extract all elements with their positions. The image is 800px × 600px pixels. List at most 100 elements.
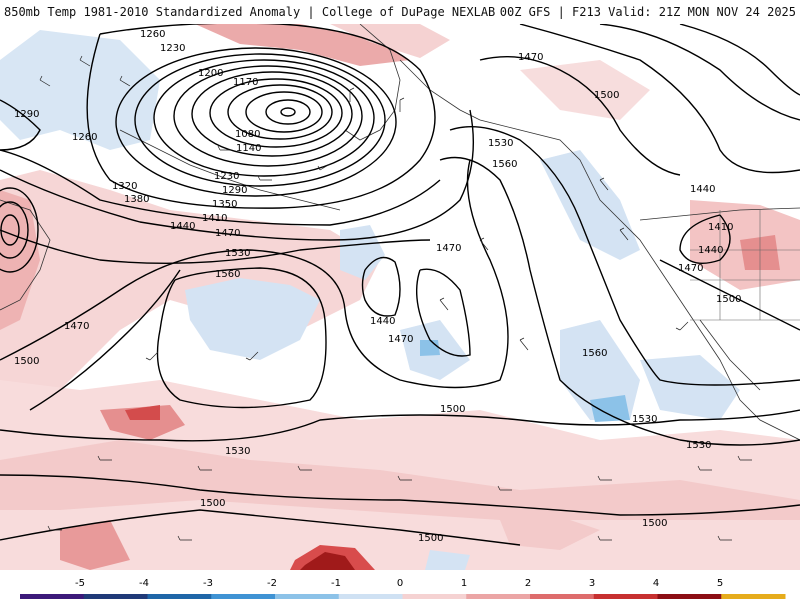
wind-barb (737, 455, 752, 461)
scale-segment (657, 594, 722, 599)
contour-line (361, 256, 401, 317)
contour-line (227, 84, 333, 140)
contour-label: 1440 (170, 221, 195, 232)
contour-label: 1560 (582, 348, 607, 359)
contour-line (191, 71, 353, 157)
contour-label: 1560 (215, 269, 240, 280)
contour-label: 1380 (124, 194, 149, 205)
contour-label: 1530 (632, 414, 657, 425)
scale-tick-labels: -5 -4 -3 -2 -1 0 1 2 3 4 5 (75, 578, 723, 589)
scale-tick-label: 0 (397, 578, 403, 589)
contour-label: 1500 (14, 356, 39, 367)
contour-line (134, 53, 386, 187)
contour-line (115, 47, 397, 197)
contour-line (0, 214, 20, 246)
contour-label: 1470 (388, 334, 413, 345)
wind-barb (317, 163, 331, 171)
wind-barb (197, 465, 212, 471)
contour-line (280, 107, 296, 117)
contour-label: 1470 (64, 321, 89, 332)
border-us-canada (639, 207, 800, 221)
wind-barb (479, 237, 489, 251)
wind-barb (349, 87, 355, 102)
wind-barb (145, 351, 159, 361)
contour-line (479, 56, 681, 176)
contour-label: 1290 (14, 109, 39, 120)
anomaly-map: 1260 1230 1200 1170 1080 1140 1290 1260 … (0, 24, 800, 570)
wind-barb (297, 465, 312, 471)
shading-negative (560, 320, 640, 420)
contour-line (599, 24, 800, 121)
scale-tick-label: -3 (203, 578, 213, 589)
scale-tick-label: 3 (589, 578, 595, 589)
wind-barb (47, 525, 62, 531)
wind-barb (597, 535, 612, 541)
scale-tick-label: -2 (267, 578, 277, 589)
contour-label: 1350 (212, 199, 237, 210)
contour-label: 1260 (72, 132, 97, 143)
scale-segment (593, 594, 658, 599)
wind-barb (675, 321, 689, 331)
contour-label: 1230 (214, 171, 239, 182)
contour-label: 1440 (690, 184, 715, 195)
wind-barbs (39, 55, 752, 541)
contour-line (0, 149, 441, 226)
scale-tick-label: 2 (525, 578, 531, 589)
contour-label: 1470 (518, 52, 543, 63)
model-run-info: 00Z GFS | F213 Valid: 21Z MON NOV 24 202… (499, 5, 796, 19)
shading-positive (60, 520, 130, 570)
contour-label: 1530 (488, 138, 513, 149)
contour-line (209, 78, 343, 148)
wind-barb (39, 75, 51, 87)
scale-tick-label: 1 (461, 578, 467, 589)
contour-line (265, 99, 311, 125)
shading-negative (540, 150, 640, 260)
scale-segment (530, 594, 595, 599)
scale-tick-label: 5 (717, 578, 723, 589)
shading-negative (0, 30, 160, 150)
contour-line (0, 201, 29, 259)
contour-label: 1230 (160, 43, 185, 54)
contour-label: 1500 (642, 518, 667, 529)
contour-label: 1470 (215, 228, 240, 239)
contour-label: 1410 (708, 222, 733, 233)
scale-segment (275, 594, 340, 599)
contour-label: 1080 (235, 129, 260, 140)
shading-positive (195, 24, 410, 66)
wind-barb (119, 75, 131, 87)
scale-tick-label: -5 (75, 578, 85, 589)
color-scale: -5 -4 -3 -2 -1 0 1 2 3 4 5 (20, 578, 786, 599)
contour-label: 1410 (202, 213, 227, 224)
contour-label: 1500 (440, 404, 465, 415)
coastline-asia (0, 199, 51, 311)
contour-label: 1530 (225, 446, 250, 457)
coastline-north-america (399, 59, 800, 441)
contour-labels: 1260 1230 1200 1170 1080 1140 1290 1260 … (14, 29, 741, 544)
wind-barb (597, 475, 612, 481)
coastline-mexico (699, 319, 761, 391)
wind-barb (217, 145, 232, 151)
shading-positive (100, 405, 185, 440)
contour-line (0, 99, 41, 151)
scale-tick-label: -4 (139, 578, 149, 589)
scale-segment (20, 594, 85, 599)
coastlines (0, 24, 800, 441)
contour-label: 1470 (678, 263, 703, 274)
contour-label: 1290 (222, 185, 247, 196)
title-bar: 850mb Temp 1981-2010 Standardized Anomal… (0, 0, 800, 24)
contour-line (415, 268, 471, 357)
contour-label: 1440 (698, 245, 723, 256)
coastline-alaska (344, 24, 401, 141)
contour-label: 1140 (236, 143, 261, 154)
scale-segment (402, 594, 467, 599)
wind-barb (257, 175, 272, 181)
map-title: 850mb Temp 1981-2010 Standardized Anomal… (4, 5, 496, 19)
contour-label: 1500 (716, 294, 741, 305)
anomaly-shading (0, 24, 800, 570)
shading-positive (125, 405, 160, 420)
contour-line (86, 24, 436, 209)
contour-line (0, 109, 474, 241)
scale-tick-label: 4 (653, 578, 659, 589)
contour-label: 1320 (112, 181, 137, 192)
